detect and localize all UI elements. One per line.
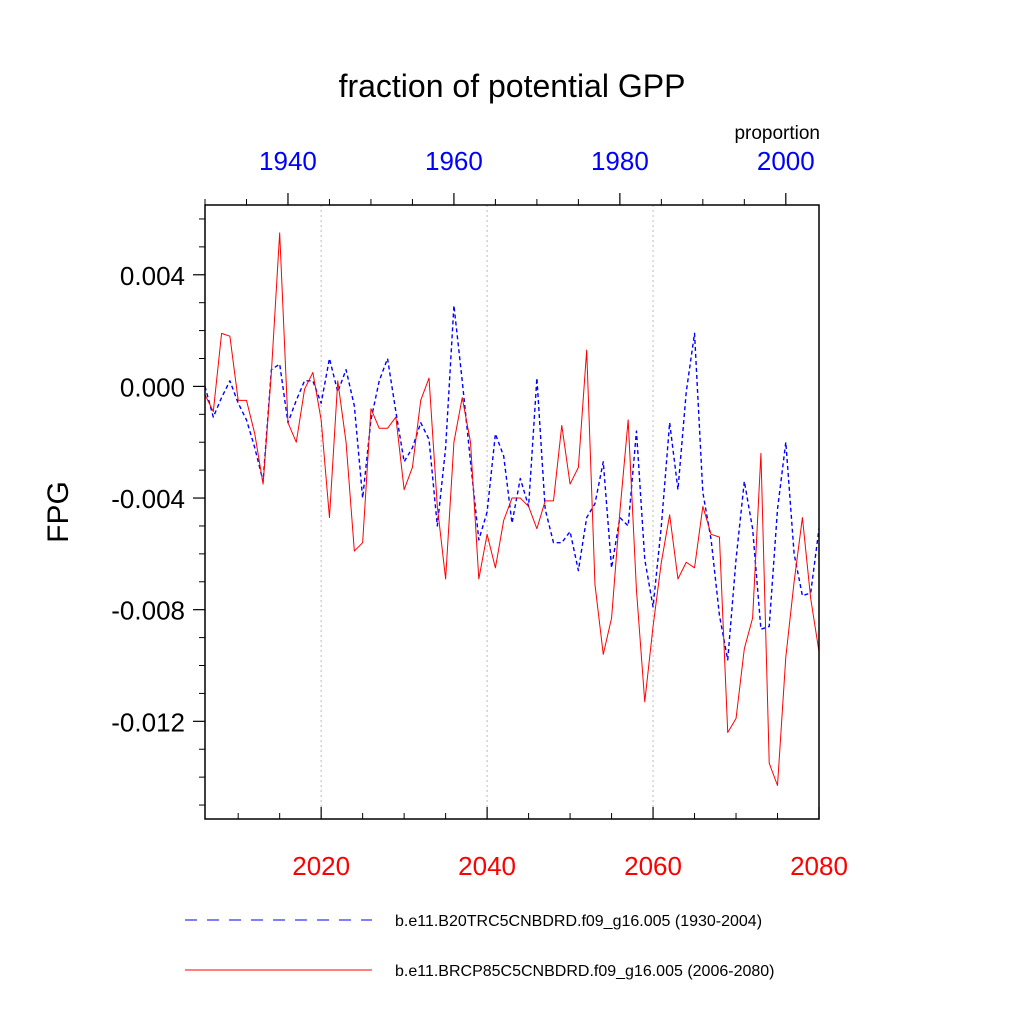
y-axis-label: FPG xyxy=(42,481,75,543)
vertical-gridlines xyxy=(320,205,654,819)
bottom-tick-label: 2060 xyxy=(624,851,682,881)
bottom-tick-label: 2040 xyxy=(458,851,516,881)
axes: 0.004 0.000 -0.004 -0.008 -0.012 2020 2040 2060… xyxy=(111,146,848,881)
legend-label: b.e11.BRCP85C5CNBDRD.f09_g16.005 (2006-2… xyxy=(395,963,774,980)
series-historical-line xyxy=(204,304,820,661)
legend-label: b.e11.B20TRC5CNBDRD.f09_g16.005 (1930-20… xyxy=(395,913,762,930)
bottom-tick-label: 2080 xyxy=(790,851,848,881)
y-tick-label: 0.000 xyxy=(120,372,185,402)
plot-frame xyxy=(204,204,820,820)
plot-series xyxy=(204,232,820,787)
units-label: proportion xyxy=(734,123,820,144)
chart-title: fraction of potential GPP xyxy=(339,68,686,104)
y-tick-label: 0.004 xyxy=(120,261,185,291)
bottom-tick-label: 2020 xyxy=(292,851,350,881)
series-rcp85-line xyxy=(204,232,820,787)
top-tick-label: 1980 xyxy=(591,146,649,176)
top-tick-label: 1940 xyxy=(259,146,317,176)
top-tick-label: 2000 xyxy=(757,146,815,176)
top-tick-label: 1960 xyxy=(425,146,483,176)
y-tick-label: -0.012 xyxy=(111,707,185,737)
y-tick-label: -0.004 xyxy=(111,484,185,514)
legend: b.e11.B20TRC5CNBDRD.f09_g16.005 (1930-20… xyxy=(185,913,774,980)
y-tick-label: -0.008 xyxy=(111,596,185,626)
